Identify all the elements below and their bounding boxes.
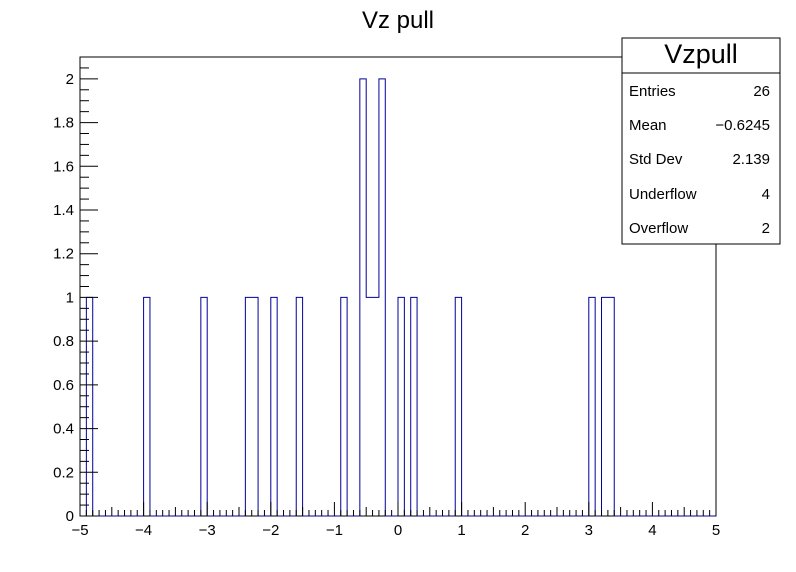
histogram-bar-17: [608, 297, 614, 516]
y-tick-label: 0.6: [53, 377, 74, 394]
histogram-outline: [80, 78, 716, 517]
x-tick-label: 0: [394, 522, 402, 539]
y-tick-label: 1.4: [53, 202, 74, 219]
y-tick-label: 0.8: [53, 333, 74, 350]
x-tick-label: −5: [71, 522, 88, 539]
stats-value-entries: 26: [753, 83, 770, 100]
y-axis: 0 0.2 0.4 0.6 0.8 1 1.2 1.4 1.6 1.8 2: [53, 56, 98, 525]
histogram-bar-8: [360, 79, 366, 516]
histogram-bar-1: [144, 297, 150, 516]
y-tick-label: 1: [66, 289, 74, 306]
x-tick-label: −1: [326, 522, 343, 539]
stats-title: Vzpull: [664, 39, 738, 69]
x-tick-label: −4: [135, 522, 152, 539]
histogram-bar-13: [411, 297, 417, 516]
stats-box: Vzpull Entries 26 Mean −0.6245 Std Dev 2…: [621, 37, 781, 245]
stats-value-underflow: 4: [762, 186, 770, 203]
histogram-bar-10: [373, 297, 379, 516]
x-tick-label: 2: [521, 522, 529, 539]
y-tick-label: 0.2: [53, 464, 74, 481]
x-tick-label: 5: [712, 522, 720, 539]
histogram-bar-7: [341, 297, 347, 516]
y-tick-label: 0.4: [53, 421, 74, 438]
y-tick-label: 2: [66, 71, 74, 88]
histogram-bar-16: [602, 297, 608, 516]
y-tick-label: 1.8: [53, 115, 74, 132]
y-tick-label: 1.2: [53, 246, 74, 263]
stats-label-entries: Entries: [629, 83, 676, 100]
histogram-bar-15: [589, 297, 595, 516]
stats-value-std-dev: 2.139: [732, 151, 770, 168]
chart-title: Vz pull: [362, 7, 434, 34]
stats-label-overflow: Overflow: [629, 220, 688, 237]
stats-label-underflow: Underflow: [629, 186, 697, 203]
y-tick-label: 1.6: [53, 158, 74, 175]
x-tick-label: −3: [199, 522, 216, 539]
histogram-bar-14: [455, 297, 461, 516]
y-tick-label: 0: [66, 508, 74, 525]
histogram-bar-12: [398, 297, 404, 516]
histogram-bar-3: [245, 297, 251, 516]
x-tick-label: −2: [262, 522, 279, 539]
histogram-bar-4: [252, 297, 258, 516]
stats-box-frame: [621, 37, 781, 245]
stats-value-mean: −0.6245: [715, 117, 770, 134]
histogram-bar-5: [271, 297, 277, 516]
histogram-bar-11: [379, 79, 385, 516]
x-tick-label: 1: [457, 522, 465, 539]
histogram-bar-9: [366, 297, 372, 516]
stats-label-mean: Mean: [629, 117, 667, 134]
histogram-bar-6: [296, 297, 302, 516]
histogram-bars: [80, 78, 716, 517]
x-axis: −5 −4 −3 −2 −1 0 1 2 3 4 5: [71, 502, 720, 539]
x-tick-label: 3: [585, 522, 593, 539]
stats-value-overflow: 2: [762, 220, 770, 237]
stats-label-std-dev: Std Dev: [629, 151, 683, 168]
histogram-bar-2: [201, 297, 207, 516]
x-tick-label: 4: [648, 522, 656, 539]
